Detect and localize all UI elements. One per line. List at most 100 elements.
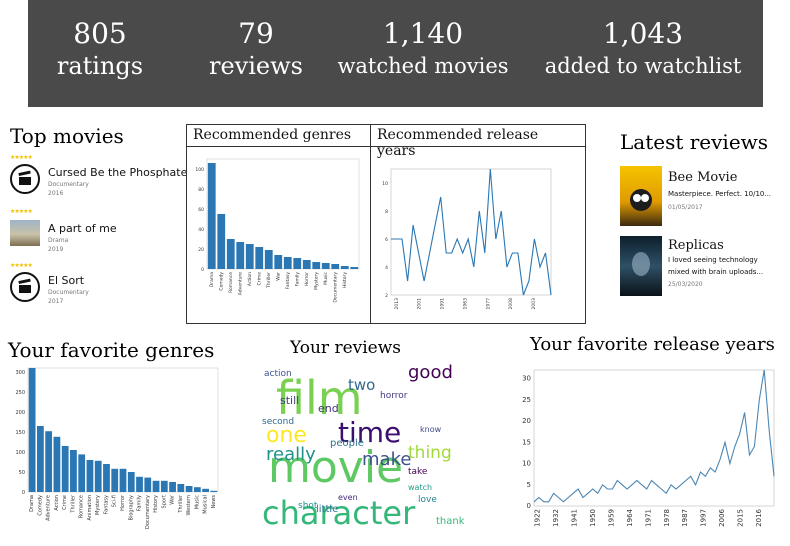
cloud-word: make [362,449,411,470]
bar [177,484,185,492]
top-movie-item[interactable]: ★★★★★ El Sort Documentary 2017 [10,262,180,305]
movie-poster [620,166,662,226]
bar [312,262,321,269]
x-tick-label: Western [186,495,192,516]
recommended-genres-chart: 0 20 40 60 80 100 Drama Comedy Romance Adventure A… [195,158,360,303]
review-date: 25/03/2020 [668,281,703,288]
movie-genre: Documentary [48,289,89,296]
bar [37,426,44,492]
x-tick-label: 2001 [417,298,423,310]
x-tick-label: Musical [203,495,209,514]
y-tick-label: 300 [15,370,25,376]
y-tick-label: 100 [15,450,25,456]
x-tick-label: Mystery [313,272,319,290]
cloud-word: second [262,417,294,427]
y-tick-label: 0 [201,267,204,273]
review-item[interactable]: Bee Movie Masterpiece. Perfect. 10/10...… [620,166,790,226]
bar [28,368,36,492]
x-tick-label: 1932 [552,509,560,527]
top-movie-item[interactable]: ★★★★★ Cursed Be the Phosphate Documentar… [10,154,187,197]
x-tick-label: Crime [256,272,262,286]
bar [210,490,218,492]
bar [321,263,330,269]
reviews-cloud-heading: Your reviews [290,338,402,358]
x-tick-label: Sci-fi [112,495,118,507]
x-tick-label: Animation [87,495,93,521]
y-tick-label: 200 [15,410,25,416]
x-tick-label: War [275,272,281,281]
bar [103,464,110,492]
top-movie-item[interactable]: ★★★★★ A part of me Drama 2019 [10,208,180,253]
x-tick-label: 1987 [681,509,689,527]
cloud-word: love [418,495,437,505]
series-line [533,369,775,503]
x-tick-label: 1971 [644,509,652,527]
review-item[interactable]: Replicas I loved seeing technology mixed… [620,236,790,296]
y-tick-label: 4 [385,265,388,271]
y-tick-label: 10 [382,181,388,187]
movie-genre: Drama [48,237,69,244]
movie-title: Cursed Be the Phosphate [48,166,188,179]
y-tick-label: 20 [198,247,204,253]
x-tick-label: Romance [228,272,234,293]
cloud-word: even [338,493,358,502]
bar [202,488,209,492]
stat-label: ratings [56,52,144,80]
film-clapper-icon [10,164,40,194]
x-tick-label: News [211,495,217,509]
bar [255,247,264,269]
cloud-word: people [330,438,364,449]
plot-frame [206,158,360,270]
y-tick-label: 30 [522,375,531,383]
stat-ratings[interactable]: 805 ratings [30,18,170,82]
cloud-word: thank [436,516,465,527]
x-tick-label: History [342,272,348,288]
review-title: Bee Movie [668,170,738,185]
cloud-word: end [318,402,339,415]
stat-watchlist[interactable]: 1,043 added to watchlist [528,18,758,82]
x-tick-label: 2008 [508,298,514,310]
y-tick-label: 6 [385,237,388,243]
bar [245,244,254,269]
cloud-word: know [420,425,442,434]
bar [111,468,119,492]
bar [274,255,283,269]
x-tick-label: 1963 [462,298,468,310]
x-tick-label: Romance [79,495,85,518]
recommended-years-chart: 2 4 6 8 10 2013 2001 1991 1963 1977 2008 2003 [382,168,552,310]
x-tick-label: Sport [161,495,167,508]
x-tick-label: Thriller [178,494,184,514]
x-tick-label: Family [137,495,143,511]
x-tick-label: 2013 [394,298,400,310]
stat-label: watched movies [337,54,509,78]
movie-title: A part of me [48,222,117,235]
x-tick-label: 2015 [737,509,745,527]
bar [127,472,135,492]
y-tick-label: 40 [198,227,204,233]
x-tick-label: Music [323,271,329,284]
stat-watched[interactable]: 1,140 watched movies [328,18,518,82]
x-tick-label: 1959 [607,509,615,527]
recommended-years-panel: Recommended release years 2 4 6 8 10 2013 2001… [370,124,586,324]
rating-stars: ★★★★★ [10,208,33,215]
stat-label: added to watchlist [544,54,742,78]
movie-year: 2019 [48,246,64,253]
cloud-word: take [408,467,428,477]
x-tick-label: Drama [209,272,215,287]
x-tick-label: Comedy [218,272,224,291]
bar [207,163,216,269]
plot-frame [390,168,552,296]
recommended-genres-panel: Recommended genres 0 20 40 60 80 100 Drama Come… [186,124,371,324]
series-line [391,168,552,296]
x-tick-label: Horror [304,272,310,286]
bar [302,260,311,269]
x-tick-label: Fantasy [103,495,109,514]
stat-reviews[interactable]: 79 reviews [186,18,326,82]
landscape-poster [10,220,40,246]
fav-genres-chart: 0 50 100 150 200 250 300 Drama Comedy Adventure Ac… [15,367,219,529]
x-tick-label: Adventure [46,495,52,521]
y-tick-label: 0 [527,502,531,510]
x-tick-label: Crime [62,495,68,510]
bar [283,257,292,269]
x-tick-label: History [153,495,159,513]
